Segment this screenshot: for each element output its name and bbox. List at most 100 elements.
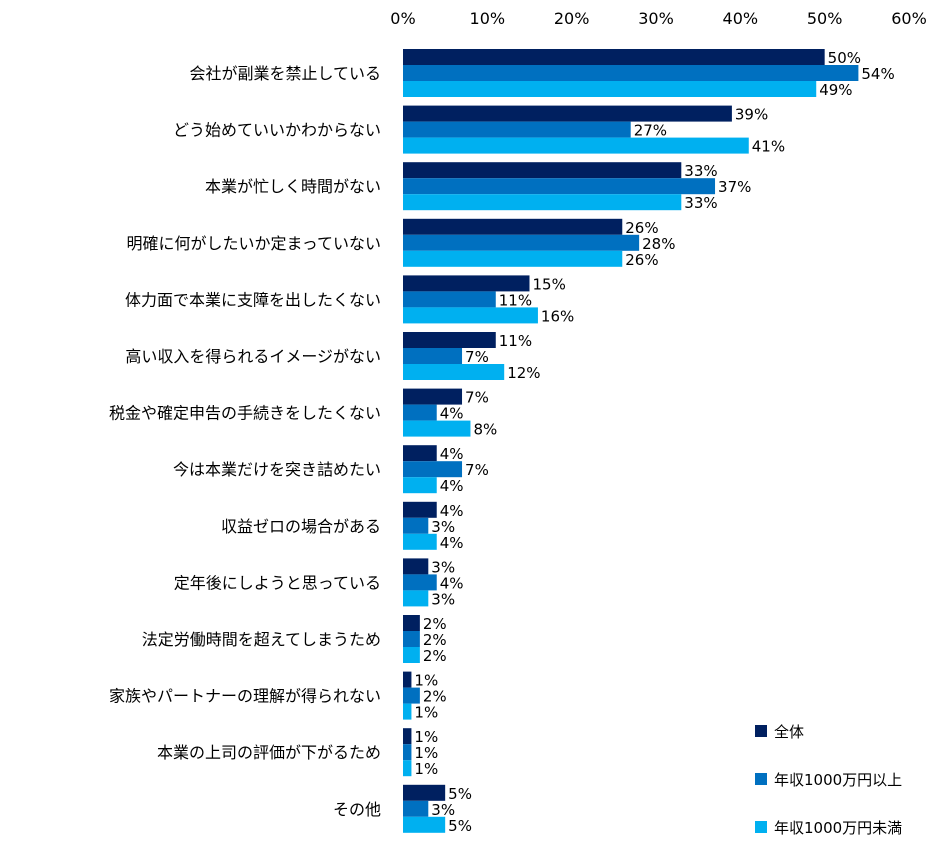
bar (403, 291, 496, 308)
bar (403, 816, 446, 833)
category-label: 明確に何がしたいか定まっていない (126, 234, 381, 253)
category-label: 今は本業だけを突き詰めたい (173, 460, 381, 479)
data-label: 11% (499, 332, 532, 350)
data-label: 4% (440, 445, 464, 463)
data-label: 33% (684, 194, 717, 212)
data-label: 27% (634, 122, 667, 140)
category-label: 収益ゼロの場合がある (221, 517, 381, 536)
x-tick-label: 60% (891, 9, 927, 28)
data-label: 7% (465, 389, 489, 407)
data-label: 49% (819, 81, 852, 99)
category-label: 法定労働時間を超えてしまうため (142, 630, 381, 649)
x-tick-label: 50% (807, 9, 843, 28)
category-label: どう始めていいかわからない (173, 121, 381, 140)
data-label: 4% (440, 477, 464, 495)
category-label: 会社が副業を禁止している (189, 64, 381, 83)
data-label: 7% (465, 348, 489, 366)
data-label: 39% (735, 106, 768, 124)
legend-swatch (755, 725, 767, 737)
category-label: 高い収入を得られるイメージがない (125, 347, 381, 366)
bar (403, 647, 420, 663)
bar (403, 744, 412, 761)
bars (403, 49, 859, 833)
data-label: 4% (440, 574, 464, 592)
data-label: 7% (465, 461, 489, 479)
data-label: 2% (423, 688, 447, 706)
bar (403, 364, 505, 380)
legend-label: 年収1000万円未満 (774, 819, 902, 837)
data-label: 1% (414, 728, 438, 746)
data-label: 1% (414, 744, 438, 762)
data-label: 2% (423, 647, 447, 665)
bar (403, 307, 538, 324)
bar (403, 178, 716, 195)
category-label: 家族やパートナーの理解が得られない (109, 687, 381, 706)
data-label: 15% (533, 275, 566, 293)
data-label: 26% (625, 219, 658, 237)
data-labels: 50%39%33%26%15%11%7%4%4%3%2%1%1%5%54%27%… (414, 49, 894, 835)
bar (403, 194, 682, 211)
x-tick-label: 10% (470, 9, 506, 28)
data-label: 37% (718, 178, 751, 196)
data-label: 3% (431, 518, 455, 536)
data-label: 8% (473, 421, 497, 439)
x-tick-label: 20% (554, 9, 590, 28)
bar (403, 162, 682, 179)
data-label: 4% (440, 405, 464, 423)
data-label: 2% (423, 631, 447, 649)
data-label: 26% (625, 251, 658, 269)
category-label: 本業が忙しく時間がない (205, 177, 381, 196)
bar (403, 558, 429, 575)
data-label: 5% (448, 785, 472, 803)
category-label: 定年後にしようと思っている (174, 573, 381, 592)
x-axis-ticks: 0% 10% 20% 30% 40% 50% 60% (390, 9, 926, 28)
bar (403, 671, 412, 688)
data-label: 1% (414, 760, 438, 778)
bar (403, 631, 420, 647)
bar (403, 461, 463, 478)
data-label: 50% (828, 49, 861, 67)
data-label: 1% (414, 672, 438, 690)
category-label: その他 (333, 800, 381, 819)
data-label: 2% (423, 615, 447, 633)
bar (403, 49, 825, 65)
data-label: 3% (431, 558, 455, 576)
bar (403, 234, 640, 251)
bar (403, 728, 412, 745)
bar (403, 332, 496, 348)
bar (403, 81, 817, 97)
legend-label: 全体 (774, 723, 804, 741)
bar (403, 105, 732, 122)
category-label: 体力面で本業に支障を出したくない (125, 290, 381, 309)
data-label: 11% (499, 291, 532, 309)
bar (403, 218, 623, 235)
data-label: 28% (642, 235, 675, 253)
bar (403, 65, 859, 81)
bar (403, 137, 749, 154)
category-label: 本業の上司の評価が下がるため (157, 743, 381, 762)
data-label: 12% (507, 364, 540, 382)
legend-label: 年収1000万円以上 (774, 771, 902, 789)
x-tick-label: 40% (723, 9, 759, 28)
legend-swatch (755, 773, 767, 785)
data-label: 4% (440, 534, 464, 552)
bar (403, 760, 412, 777)
data-label: 54% (861, 65, 894, 83)
data-label: 1% (414, 704, 438, 722)
data-label: 3% (431, 801, 455, 819)
bar (403, 404, 437, 421)
bar (403, 784, 446, 801)
category-labels: 会社が副業を禁止しているどう始めていいかわからない本業が忙しく時間がない明確に何… (109, 64, 381, 819)
bar (403, 574, 437, 591)
bar (403, 615, 420, 631)
x-tick-label: 30% (638, 9, 674, 28)
bar (403, 121, 631, 138)
bar (403, 348, 463, 364)
data-label: 3% (431, 590, 455, 608)
bar (403, 477, 437, 494)
bar (403, 590, 429, 607)
data-label: 5% (448, 817, 472, 835)
bar (403, 250, 623, 267)
legend-swatch (755, 821, 767, 833)
